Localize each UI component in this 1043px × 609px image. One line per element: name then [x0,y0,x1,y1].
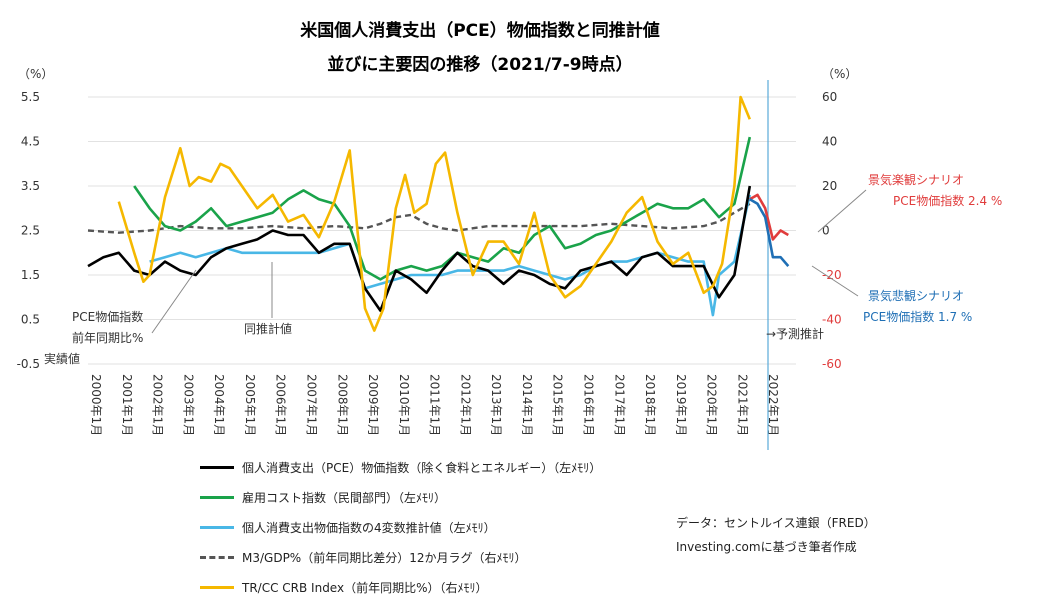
x-axis: 2000年1月 2001年1月 2002年1月 2003年1月 2004年1月 2005年… [89,374,780,436]
x-tick-label: 2009年1月 [366,374,380,436]
left-axis: 5.5 4.5 3.5 2.5 1.5 0.5 -0.5 [17,90,40,371]
left-tick-label: 3.5 [21,179,40,193]
left-tick-label: 0.5 [21,313,40,327]
right-axis: 60 40 20 0 -20 -40 -60 [822,90,842,371]
source-note-2: Investing.comに基づき筆者作成 [676,540,857,554]
series-line [133,136,752,281]
x-tick-label: 2015年1月 [551,374,565,436]
left-tick-label: 4.5 [21,135,40,149]
x-tick-label: 2019年1月 [674,374,688,436]
x-tick-label: 2020年1月 [705,374,719,436]
x-tick-label: 2016年1月 [582,374,596,436]
x-tick-label: 2003年1月 [181,374,195,436]
actual-label-3: 実績値 [44,351,80,366]
actual-label-2: 前年同期比% [72,330,143,345]
actual-pointer [151,269,197,334]
right-axis-unit: （%） [822,67,857,81]
optimistic-pointer [817,189,867,233]
pessimistic-title: 景気悲観シナリオ [868,288,964,303]
x-tick-label: 2014年1月 [520,374,534,436]
left-tick-label: 1.5 [21,268,40,282]
series-line [149,194,752,317]
x-tick-label: 2006年1月 [274,374,288,436]
legend-swatch [200,525,234,529]
legend-swatch [200,555,234,559]
x-tick-label: 2022年1月 [766,374,780,436]
x-tick-label: 2001年1月 [120,374,134,436]
legend-label: TR/CC CRB Index（前年同期比%）（右ﾒﾓﾘ） [242,580,488,595]
left-tick-label: 2.5 [21,224,40,238]
right-tick-label: -40 [822,313,842,327]
x-tick-label: 2005年1月 [243,374,257,436]
right-tick-label: -60 [822,357,842,371]
x-tick-label: 2010年1月 [397,374,411,436]
x-tick-label: 2017年1月 [612,374,626,436]
chart-title-line2: 並びに主要因の推移（2021/7-9時点） [327,54,632,75]
legend-label: 個人消費支出（PCE）物価指数（除く食料とエネルギー）（左ﾒﾓﾘ） [242,460,602,475]
x-tick-label: 2011年1月 [428,374,442,436]
x-tick-label: 2008年1月 [335,374,349,436]
right-tick-label: 0 [822,224,830,238]
optimistic-title: 景気楽観シナリオ [868,172,964,187]
actual-label-1: PCE物価指数 [72,309,143,324]
source-note-1: データ：セントルイス連銀（FRED） [676,516,876,530]
forecast-label: →予測推計 [766,326,824,341]
legend-swatch [200,585,234,589]
right-tick-label: 40 [822,135,837,149]
x-tick-label: 2002年1月 [151,374,165,436]
pessimistic-value: PCE物価指数 1.7 % [863,309,972,324]
series-line [749,198,790,267]
right-tick-label: -20 [822,268,842,282]
estimate-label: 同推計値 [244,321,292,336]
x-tick-label: 2007年1月 [304,374,318,436]
series-line [749,193,789,241]
x-tick-label: 2004年1月 [212,374,226,436]
optimistic-value: PCE物価指数 2.4 % [893,193,1002,208]
series-line [117,95,752,332]
x-tick-label: 2013年1月 [489,374,503,436]
right-tick-label: 20 [822,179,837,193]
chart-title-line1: 米国個人消費支出（PCE）物価指数と同推計値 [300,20,660,41]
left-tick-label: -0.5 [17,357,40,371]
legend-item: 雇用コスト指数（民間部門）（左ﾒﾓﾘ） [200,486,446,508]
left-tick-label: 5.5 [21,90,40,104]
left-axis-unit: （%） [18,67,53,81]
legend-item: TR/CC CRB Index（前年同期比%）（右ﾒﾓﾘ） [200,576,488,598]
x-tick-label: 2021年1月 [735,374,749,436]
legend-swatch [200,495,234,499]
legend-label: 雇用コスト指数（民間部門）（左ﾒﾓﾘ） [242,490,447,505]
legend-item: 個人消費支出（PCE）物価指数（除く食料とエネルギー）（左ﾒﾓﾘ） [200,456,601,478]
x-tick-label: 2012年1月 [458,374,472,436]
gridlines [88,96,796,365]
x-tick-label: 2000年1月 [89,374,103,436]
legend-item: 個人消費支出物価指数の4変数推計値（左ﾒﾓﾘ） [200,516,496,538]
x-tick-label: 2018年1月 [643,374,657,436]
right-tick-label: 60 [822,90,837,104]
series-line [87,202,751,234]
legend-label: 個人消費支出物価指数の4変数推計値（左ﾒﾓﾘ） [242,520,496,535]
series-line [87,185,752,312]
series-lines [87,95,790,332]
legend-swatch [200,465,234,469]
legend-label: M3/GDP%（前年同期比差分）12か月ラグ（右ﾒﾓﾘ） [242,550,527,565]
legend-item: M3/GDP%（前年同期比差分）12か月ラグ（右ﾒﾓﾘ） [200,546,526,568]
pessimistic-pointer [811,265,859,297]
